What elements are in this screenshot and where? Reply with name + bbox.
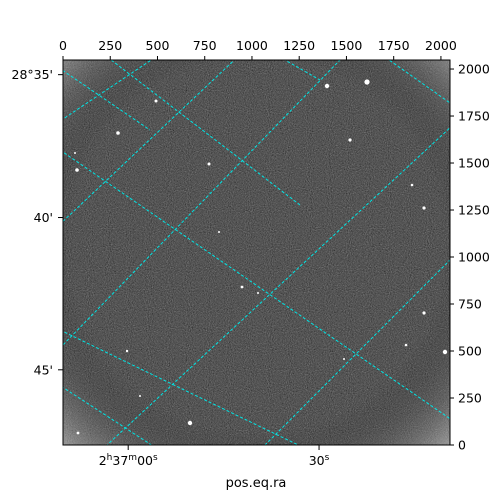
- coordinate-grid: [63, 0, 470, 445]
- right-tick-label: 1250: [458, 203, 490, 218]
- right-tick-label: 2000: [458, 62, 490, 77]
- dec-tick-label: 45': [34, 362, 53, 377]
- top-tick-label: 500: [146, 38, 170, 53]
- grid-line: [340, 0, 470, 40]
- top-tick-label: 1500: [331, 38, 363, 53]
- dec-tick-label: 28°35': [12, 67, 54, 82]
- grid-line: [388, 60, 450, 104]
- ra-tick-label: 2h37m00s: [99, 453, 158, 468]
- right-tick-label: 250: [458, 391, 482, 406]
- right-axis: 0 250 500 750 1000 1250 1500 1750 2000: [450, 62, 490, 453]
- stars: [74, 79, 448, 435]
- plot-frame: [62, 59, 451, 446]
- grid-line: [264, 259, 450, 445]
- right-tick-label: 1500: [458, 156, 490, 171]
- top-tick-label: 750: [193, 38, 217, 53]
- ra-tick-label: 30s: [309, 453, 330, 468]
- grid-line: [110, 60, 301, 206]
- top-tick-label: 1000: [236, 38, 268, 53]
- top-tick-label: 0: [59, 38, 67, 53]
- top-tick-label: 2000: [425, 38, 457, 53]
- top-tick-label: 1750: [378, 38, 410, 53]
- right-tick-label: 500: [458, 344, 482, 359]
- grid-line: [63, 60, 341, 346]
- top-tick-label: 250: [98, 38, 122, 53]
- right-tick-label: 0: [458, 438, 466, 453]
- grid-line: [63, 151, 450, 420]
- top-tick-label: 1250: [283, 38, 315, 53]
- grid-line: [63, 330, 300, 445]
- ra-axis: 2h37m00s 30s: [99, 445, 330, 468]
- dec-tick-label: 40': [34, 210, 53, 225]
- right-tick-label: 1000: [458, 250, 490, 265]
- grid-line: [63, 70, 151, 131]
- right-tick-label: 1750: [458, 109, 490, 124]
- top-axis: 0 250 500 750 1000 1250 1500 1750 2000: [59, 38, 457, 60]
- dec-axis: 28°35' 40' 45': [12, 67, 63, 377]
- right-tick-label: 750: [458, 297, 482, 312]
- x-axis-title: pos.eq.ra: [226, 476, 287, 491]
- sky-image: [63, 60, 450, 445]
- grid-line: [106, 127, 450, 445]
